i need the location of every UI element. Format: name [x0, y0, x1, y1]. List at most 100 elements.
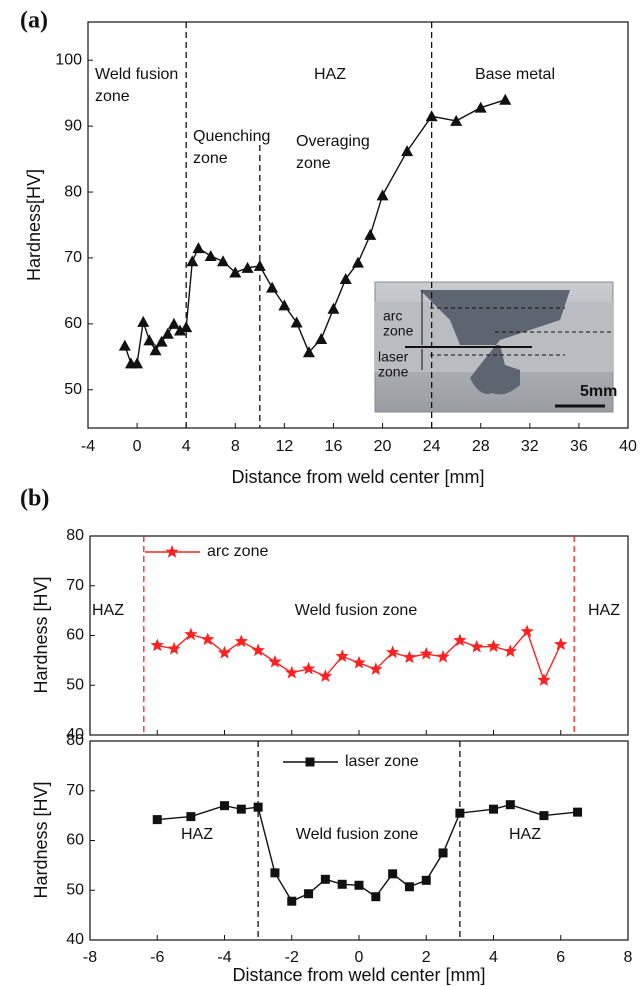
data-point — [241, 261, 254, 273]
data-point — [217, 255, 229, 267]
inset-label: zone — [378, 364, 409, 380]
data-point — [251, 643, 265, 657]
y-tick-label: 60 — [66, 627, 84, 644]
data-point — [453, 633, 467, 647]
data-point — [335, 649, 349, 663]
inset-label: zone — [383, 323, 414, 339]
x-tick-label: 40 — [619, 438, 637, 455]
data-point — [354, 880, 364, 890]
y-tick-label: 60 — [66, 832, 84, 849]
y-tick-label: 50 — [66, 676, 84, 693]
annotation: Quenching — [193, 128, 270, 145]
data-point — [149, 344, 162, 356]
data-point — [421, 875, 431, 885]
data-point — [266, 281, 279, 293]
x-tick-label: 12 — [275, 438, 293, 455]
annotation: Weld fusion zone — [296, 826, 419, 843]
data-point — [253, 259, 266, 271]
data-point — [327, 302, 340, 314]
y-tick-label: 90 — [64, 117, 82, 134]
annotation: Overaging — [296, 133, 370, 150]
annotation: HAZ — [314, 66, 346, 83]
x-tick-label: 32 — [521, 438, 539, 455]
x-tick-label: -6 — [150, 949, 164, 966]
x-tick-label: 4 — [489, 949, 498, 966]
data-point — [419, 646, 433, 660]
data-point — [489, 804, 498, 814]
x-tick-label: 2 — [422, 949, 431, 966]
data-point — [503, 644, 517, 658]
y-tick-label: 50 — [64, 381, 82, 398]
data-point — [352, 655, 366, 669]
y-tick-label: 40 — [66, 726, 84, 743]
x-tick-label: 20 — [374, 438, 392, 455]
data-point — [192, 242, 205, 254]
data-point — [270, 868, 280, 878]
data-point — [234, 634, 248, 648]
inset-label: arc — [383, 308, 402, 324]
data-point — [174, 324, 187, 336]
x-tick-label: 36 — [570, 438, 588, 455]
data-point — [318, 669, 332, 682]
x-axis-label: Distance from weld center [mm] — [232, 965, 485, 985]
x-tick-label: 6 — [556, 949, 565, 966]
x-tick-label: 8 — [624, 949, 633, 966]
data-point — [137, 315, 150, 327]
data-point — [369, 662, 383, 675]
panel-label: (a) — [20, 8, 48, 34]
data-point — [167, 641, 181, 655]
data-point — [220, 801, 229, 811]
annotation: HAZ — [92, 602, 124, 619]
data-point — [573, 807, 583, 817]
inset-photo — [374, 281, 614, 413]
data-point — [150, 638, 164, 652]
x-tick-label: -2 — [285, 949, 299, 966]
data-point — [186, 812, 196, 822]
data-point — [470, 639, 484, 653]
x-tick-label: 16 — [325, 438, 343, 455]
y-tick-label: 40 — [66, 931, 84, 948]
y-axis-label: Hardness [HV] — [31, 781, 51, 898]
data-point — [131, 357, 144, 369]
x-tick-label: 24 — [423, 438, 441, 455]
data-point — [315, 333, 328, 345]
annotation: Weld fusion zone — [295, 602, 418, 619]
data-point — [268, 654, 282, 668]
annotation: zone — [193, 150, 228, 167]
data-point — [554, 637, 568, 651]
data-point — [537, 673, 551, 686]
x-tick-label: -4 — [81, 438, 95, 455]
data-point — [474, 101, 487, 113]
y-axis-label: Hardness[HV] — [24, 169, 44, 281]
annotation: zone — [296, 155, 331, 172]
plot-frame — [89, 535, 629, 736]
data-point — [167, 317, 180, 329]
x-tick-label: 0 — [133, 438, 142, 455]
annotation: Weld fusion — [95, 66, 178, 83]
annotation: HAZ — [588, 602, 620, 619]
y-tick-label: 70 — [64, 249, 82, 266]
y-axis-label: Hardness [HV] — [31, 576, 51, 693]
data-line — [157, 630, 562, 683]
data-point — [402, 650, 417, 664]
y-tick-label: 80 — [66, 527, 84, 544]
y-tick-label: 80 — [66, 732, 84, 749]
data-point — [352, 256, 364, 268]
data-line — [157, 803, 578, 903]
data-point — [401, 145, 414, 157]
y-tick-label: 100 — [55, 51, 82, 68]
y-tick-label: 70 — [66, 577, 84, 594]
legend-label: laser zone — [345, 753, 419, 770]
inset-label: laser — [378, 349, 409, 365]
data-point — [118, 339, 131, 351]
data-point — [320, 874, 330, 884]
data-point — [436, 649, 450, 663]
data-point — [505, 800, 515, 810]
x-tick-label: 4 — [182, 438, 191, 455]
data-point — [217, 645, 232, 659]
data-point — [161, 327, 174, 339]
data-point — [499, 93, 512, 105]
y-tick-label: 60 — [64, 315, 82, 332]
data-point — [486, 639, 501, 653]
